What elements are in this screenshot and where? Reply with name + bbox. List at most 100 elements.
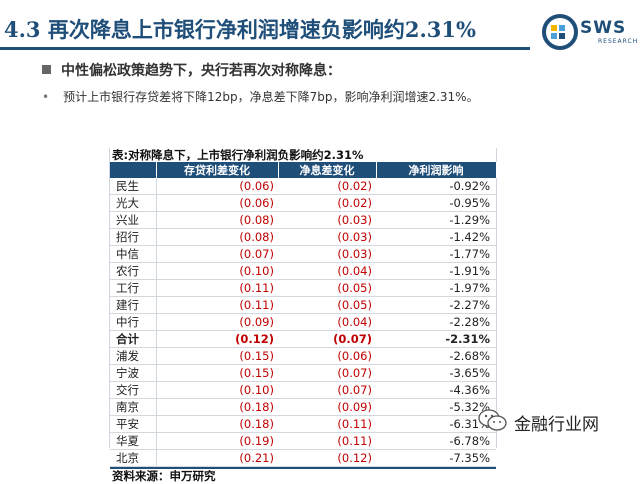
nim-cell: (0.03) [278, 228, 376, 246]
bank-name-cell: 中信 [110, 245, 157, 263]
table-row: 建行 (0.11) (0.05) -2.27% [110, 296, 496, 314]
profit-impact-cell: -2.31% [376, 330, 496, 348]
loan-spread-cell: (0.08) [156, 228, 278, 246]
table-row: 民生 (0.06) (0.02) -0.92% [110, 178, 496, 195]
bank-name-cell: 建行 [110, 296, 157, 314]
loan-spread-cell: (0.08) [156, 211, 278, 229]
table-row: 兴业 (0.08) (0.03) -1.29% [110, 211, 496, 229]
table-row: 工行 (0.11) (0.05) -1.97% [110, 279, 496, 297]
bank-name-cell: 中行 [110, 313, 157, 331]
header-loan-spread: 存贷利差变化 [156, 162, 279, 178]
nim-cell: (0.11) [278, 415, 376, 433]
logo-subtext: RESEARCH [598, 38, 639, 45]
nim-cell: (0.04) [278, 262, 376, 280]
profit-impact-cell: -1.91% [376, 262, 496, 280]
profit-impact-cell: -1.42% [376, 228, 496, 246]
table-header-row: 存贷利差变化 净息差变化 净利润影响 [110, 162, 497, 178]
table-row: 北京 (0.21) (0.12) -7.35% [110, 449, 496, 467]
table-total-row: 合计 (0.12) (0.07) -2.31% [110, 330, 496, 348]
sws-logo: SWS RESEARCH [542, 14, 638, 54]
table-row: 浦发 (0.15) (0.06) -2.68% [110, 347, 496, 365]
logo-text: SWS [580, 18, 627, 38]
profit-impact-cell: -2.68% [376, 347, 496, 365]
loan-spread-cell: (0.18) [156, 415, 278, 433]
profit-impact-cell: -0.92% [376, 178, 496, 195]
source-note: 资料来源：申万研究 [110, 467, 496, 484]
bank-name-cell: 农行 [110, 262, 157, 280]
bank-name-cell: 浦发 [110, 347, 157, 365]
section-heading: 中性偏松政策趋势下，央行若再次对称降息： [42, 60, 341, 80]
nim-cell: (0.02) [278, 178, 376, 195]
title-bar: 4.3 再次降息上市银行净利润增速负影响约2.31% [0, 0, 640, 58]
profit-impact-cell: -2.27% [376, 296, 496, 314]
sws-logo-icon [542, 14, 578, 50]
bank-name-cell: 北京 [110, 449, 157, 467]
bank-name-cell: 宁波 [110, 364, 157, 382]
square-bullet-icon [42, 65, 51, 74]
profit-impact-cell: -1.97% [376, 279, 496, 297]
profit-impact-cell: -0.95% [376, 194, 496, 212]
nim-cell: (0.07) [278, 364, 376, 382]
table-title: 表:对称降息下，上市银行净利润负影响约2.31% [112, 148, 364, 162]
bank-name-cell: 招行 [110, 228, 157, 246]
table-body: 民生 (0.06) (0.02) -0.92% 光大 (0.06) (0.02) -0.95%… [110, 178, 496, 467]
bullet-point: • 预计上市银行存贷差将下降12bp，净息差下降7bp，影响净利润增速2.31%。 [42, 88, 479, 105]
slide-title: 4.3 再次降息上市银行净利润增速负影响约2.31% [4, 17, 476, 42]
loan-spread-cell: (0.10) [156, 262, 278, 280]
loan-spread-cell: (0.19) [156, 432, 278, 450]
nim-cell: (0.03) [278, 245, 376, 263]
profit-impact-cell: -2.28% [376, 313, 496, 331]
loan-spread-cell: (0.06) [156, 194, 278, 212]
bank-name-cell: 平安 [110, 415, 157, 433]
loan-spread-cell: (0.09) [156, 313, 278, 331]
table-row: 华夏 (0.19) (0.11) -6.78% [110, 432, 496, 450]
profit-impact-cell: -1.77% [376, 245, 496, 263]
bank-name-cell: 光大 [110, 194, 157, 212]
nim-cell: (0.11) [278, 432, 376, 450]
header-profit-impact: 净利润影响 [376, 162, 497, 178]
nim-cell: (0.06) [278, 347, 376, 365]
loan-spread-cell: (0.21) [156, 449, 278, 467]
bank-name-cell: 工行 [110, 279, 157, 297]
table-row: 中行 (0.09) (0.04) -2.28% [110, 313, 496, 331]
loan-spread-cell: (0.11) [156, 296, 278, 314]
nim-cell: (0.04) [278, 313, 376, 331]
nim-cell: (0.07) [278, 330, 376, 348]
table-row: 宁波 (0.15) (0.07) -3.65% [110, 364, 496, 382]
loan-spread-cell: (0.06) [156, 178, 278, 195]
nim-cell: (0.07) [278, 381, 376, 399]
nim-cell: (0.03) [278, 211, 376, 229]
table-row: 招行 (0.08) (0.03) -1.42% [110, 228, 496, 246]
nim-cell: (0.02) [278, 194, 376, 212]
title-underline [0, 47, 530, 50]
table-row: 交行 (0.10) (0.07) -4.36% [110, 381, 496, 399]
wechat-icon [478, 409, 507, 431]
heading-text: 中性偏松政策趋势下，央行若再次对称降息： [61, 63, 341, 79]
bullet-text: 预计上市银行存贷差将下降12bp，净息差下降7bp，影响净利润增速2.31%。 [63, 90, 479, 104]
profit-impact-cell: -3.65% [376, 364, 496, 382]
loan-spread-cell: (0.15) [156, 364, 278, 382]
nim-cell: (0.05) [278, 296, 376, 314]
profit-impact-cell: -1.29% [376, 211, 496, 229]
profit-impact-cell: -7.35% [376, 449, 496, 467]
bank-name-cell: 民生 [110, 178, 157, 195]
table-row: 南京 (0.18) (0.09) -5.32% [110, 398, 496, 416]
wechat-watermark: 金融行业网 [478, 406, 640, 438]
dot-bullet-icon: • [42, 90, 50, 104]
impact-table-panel: 表:对称降息下，上市银行净利润负影响约2.31% 存贷利差变化 净息差变化 净利… [109, 148, 497, 483]
bank-name-cell: 合计 [110, 330, 157, 348]
impact-table: 存贷利差变化 净息差变化 净利润影响 民生 (0.06) (0.02) -0.92% 光… [110, 162, 497, 467]
bank-name-cell: 交行 [110, 381, 157, 399]
loan-spread-cell: (0.15) [156, 347, 278, 365]
header-bank [110, 162, 157, 178]
loan-spread-cell: (0.07) [156, 245, 278, 263]
loan-spread-cell: (0.10) [156, 381, 278, 399]
loan-spread-cell: (0.11) [156, 279, 278, 297]
bank-name-cell: 华夏 [110, 432, 157, 450]
table-row: 平安 (0.18) (0.11) -6.31% [110, 415, 496, 433]
header-nim: 净息差变化 [278, 162, 377, 178]
profit-impact-cell: -6.78% [376, 432, 496, 450]
profit-impact-cell: -4.36% [376, 381, 496, 399]
nim-cell: (0.09) [278, 398, 376, 416]
table-row: 农行 (0.10) (0.04) -1.91% [110, 262, 496, 280]
